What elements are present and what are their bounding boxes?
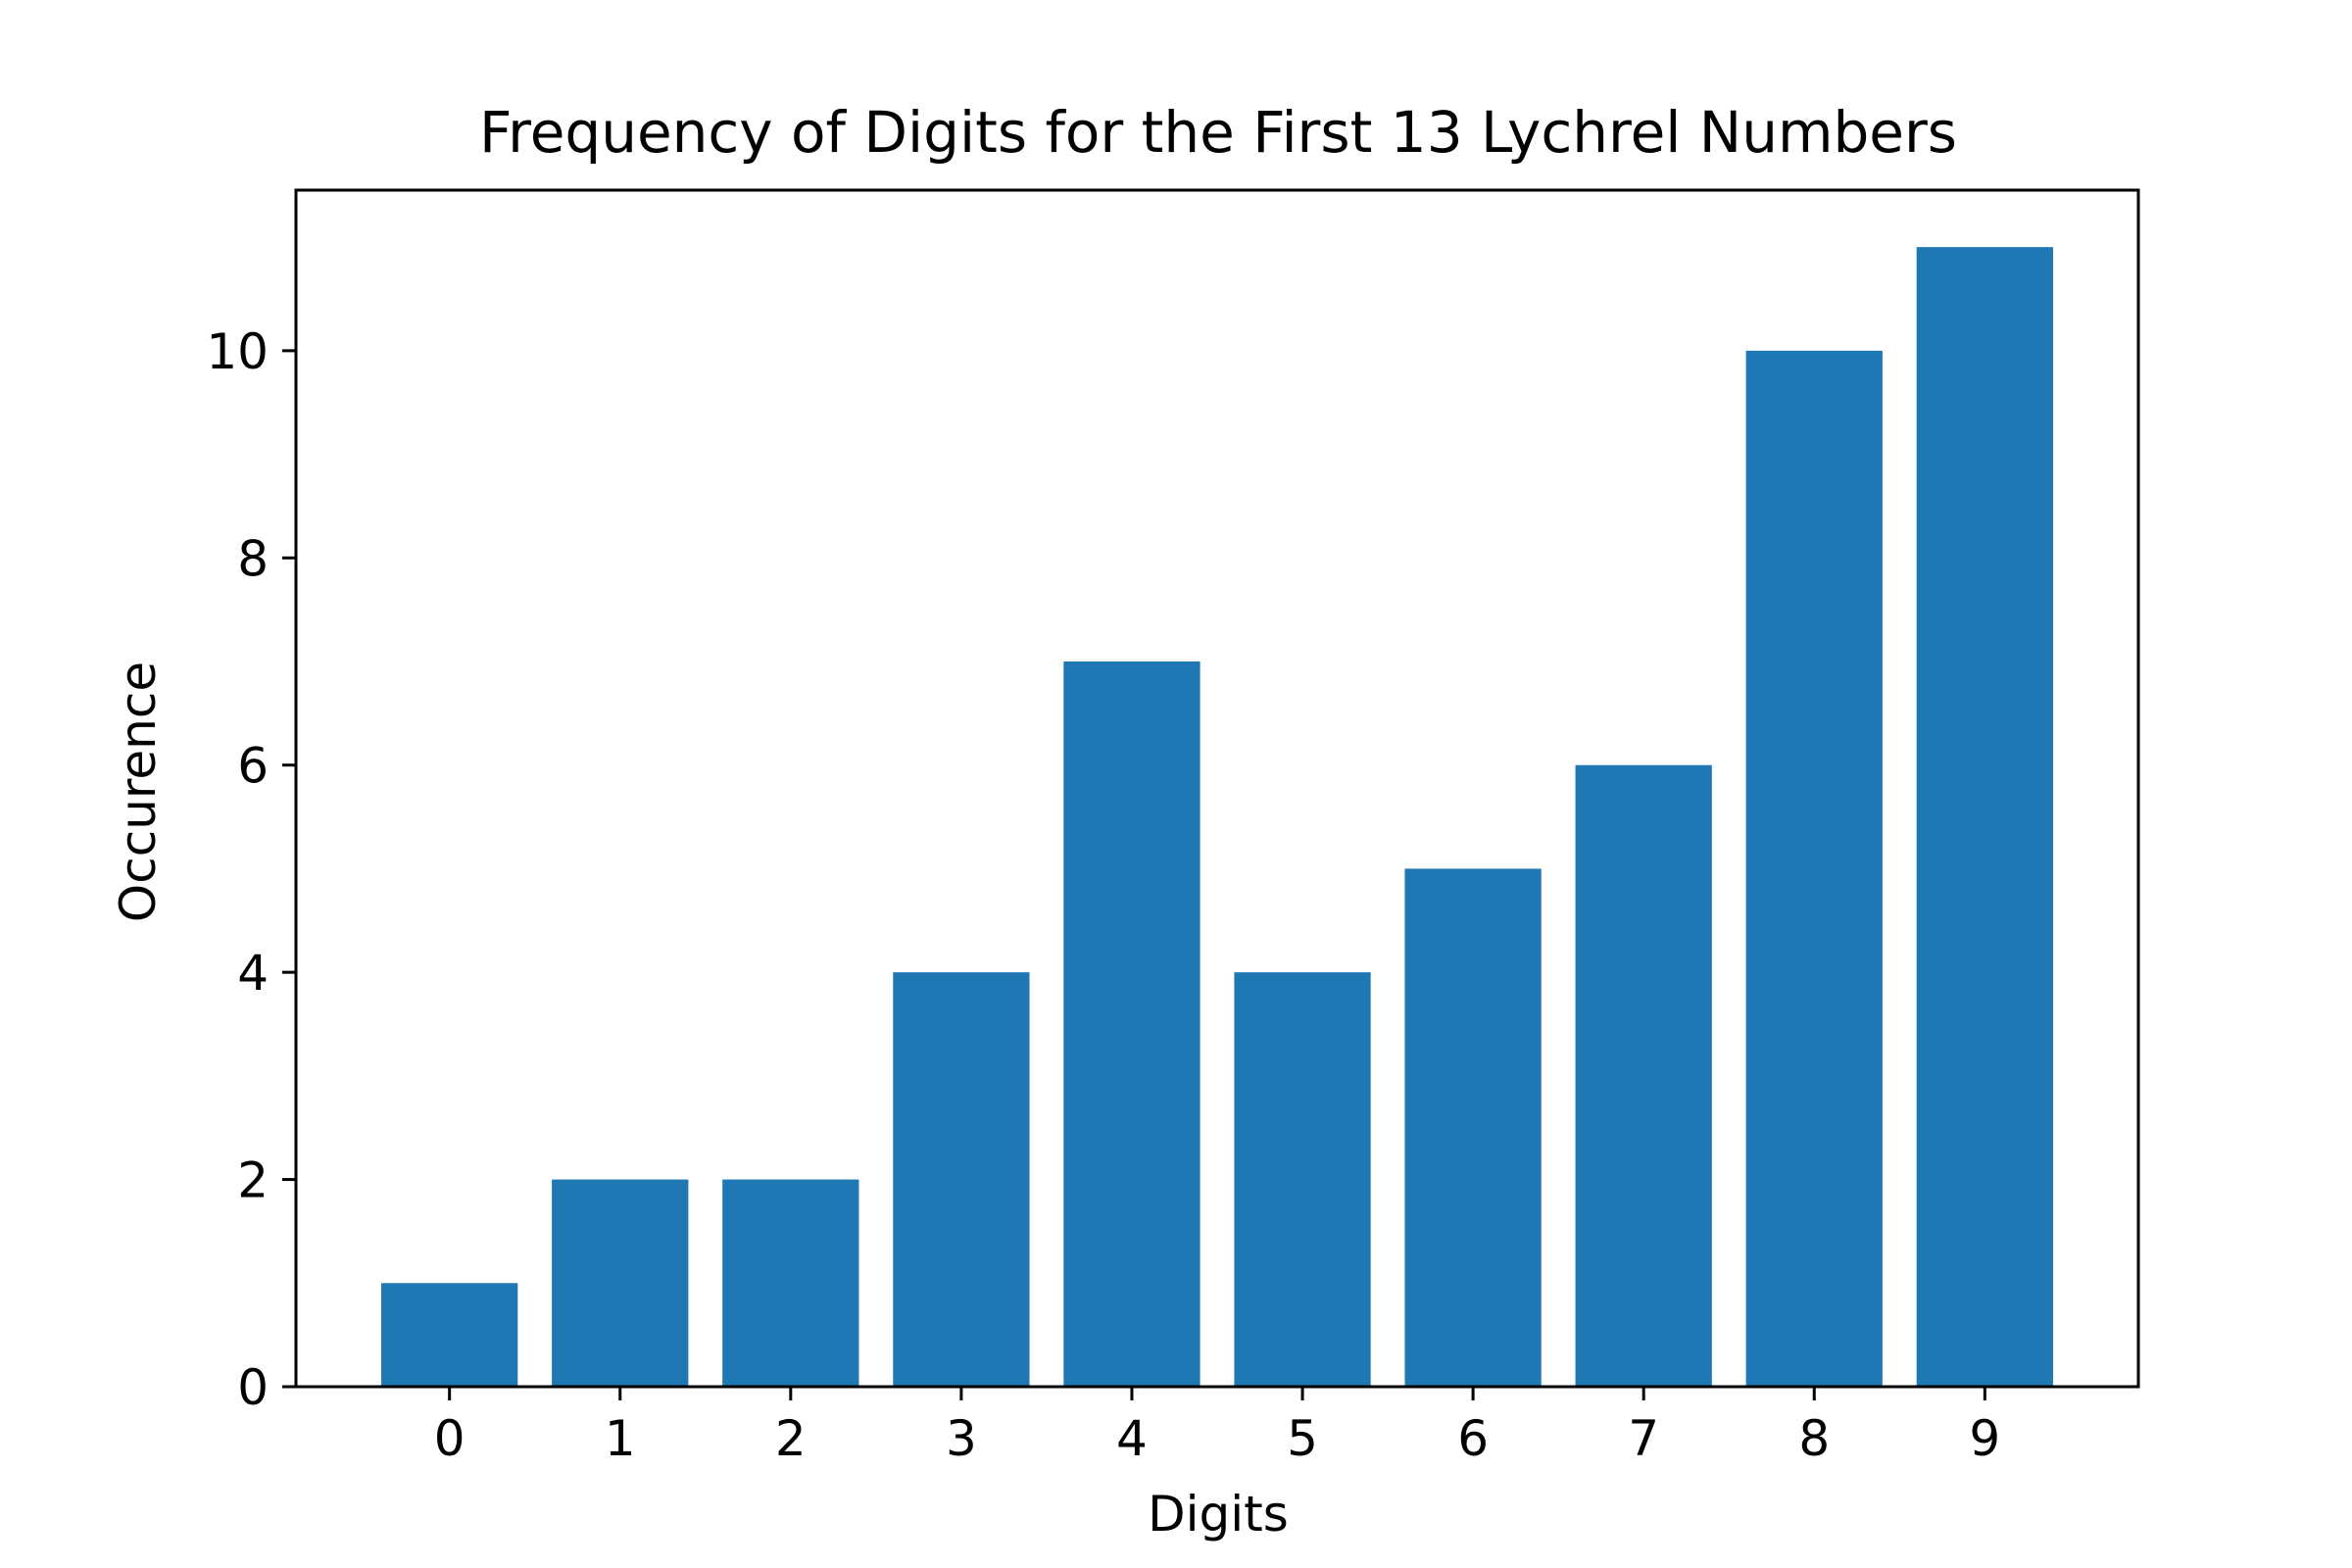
y-tick-label-6: 6 (237, 738, 269, 795)
x-tick-label-2: 2 (775, 1410, 807, 1467)
x-tick-label-5: 5 (1287, 1410, 1318, 1467)
x-tick-label-7: 7 (1628, 1410, 1659, 1467)
bar-1 (552, 1179, 689, 1387)
bar-0 (381, 1283, 518, 1387)
y-tick-label-0: 0 (237, 1359, 269, 1416)
y-tick-label-8: 8 (237, 530, 269, 587)
bar-4 (1063, 662, 1200, 1387)
x-tick-label-0: 0 (434, 1410, 466, 1467)
y-tick-label-4: 4 (237, 945, 269, 1002)
y-tick-label-2: 2 (237, 1152, 269, 1209)
bar-7 (1575, 764, 1712, 1387)
x-tick-label-3: 3 (946, 1410, 977, 1467)
x-tick-label-8: 8 (1798, 1410, 1830, 1467)
ticks-layer: 0 1 2 3 4 5 6 7 8 9 0 2 4 6 8 10 (206, 323, 2000, 1467)
bar-6 (1404, 868, 1542, 1387)
x-axis-label: Digits (1148, 1486, 1289, 1543)
chart-title: Frequency of Digits for the First 13 Lyc… (479, 99, 1957, 166)
x-tick-label-4: 4 (1116, 1410, 1148, 1467)
bar-3 (893, 972, 1030, 1387)
plot-frame (294, 188, 2140, 1389)
y-axis-label: Occurence (110, 662, 167, 922)
bars-layer (381, 247, 2053, 1388)
x-tick-label-9: 9 (1969, 1410, 2000, 1467)
bar-8 (1745, 350, 1883, 1387)
bar-5 (1234, 972, 1371, 1387)
x-tick-label-1: 1 (605, 1410, 636, 1467)
y-tick-label-10: 10 (206, 323, 269, 380)
bar-2 (722, 1179, 859, 1387)
bar-9 (1916, 247, 2053, 1388)
x-tick-label-6: 6 (1457, 1410, 1489, 1467)
